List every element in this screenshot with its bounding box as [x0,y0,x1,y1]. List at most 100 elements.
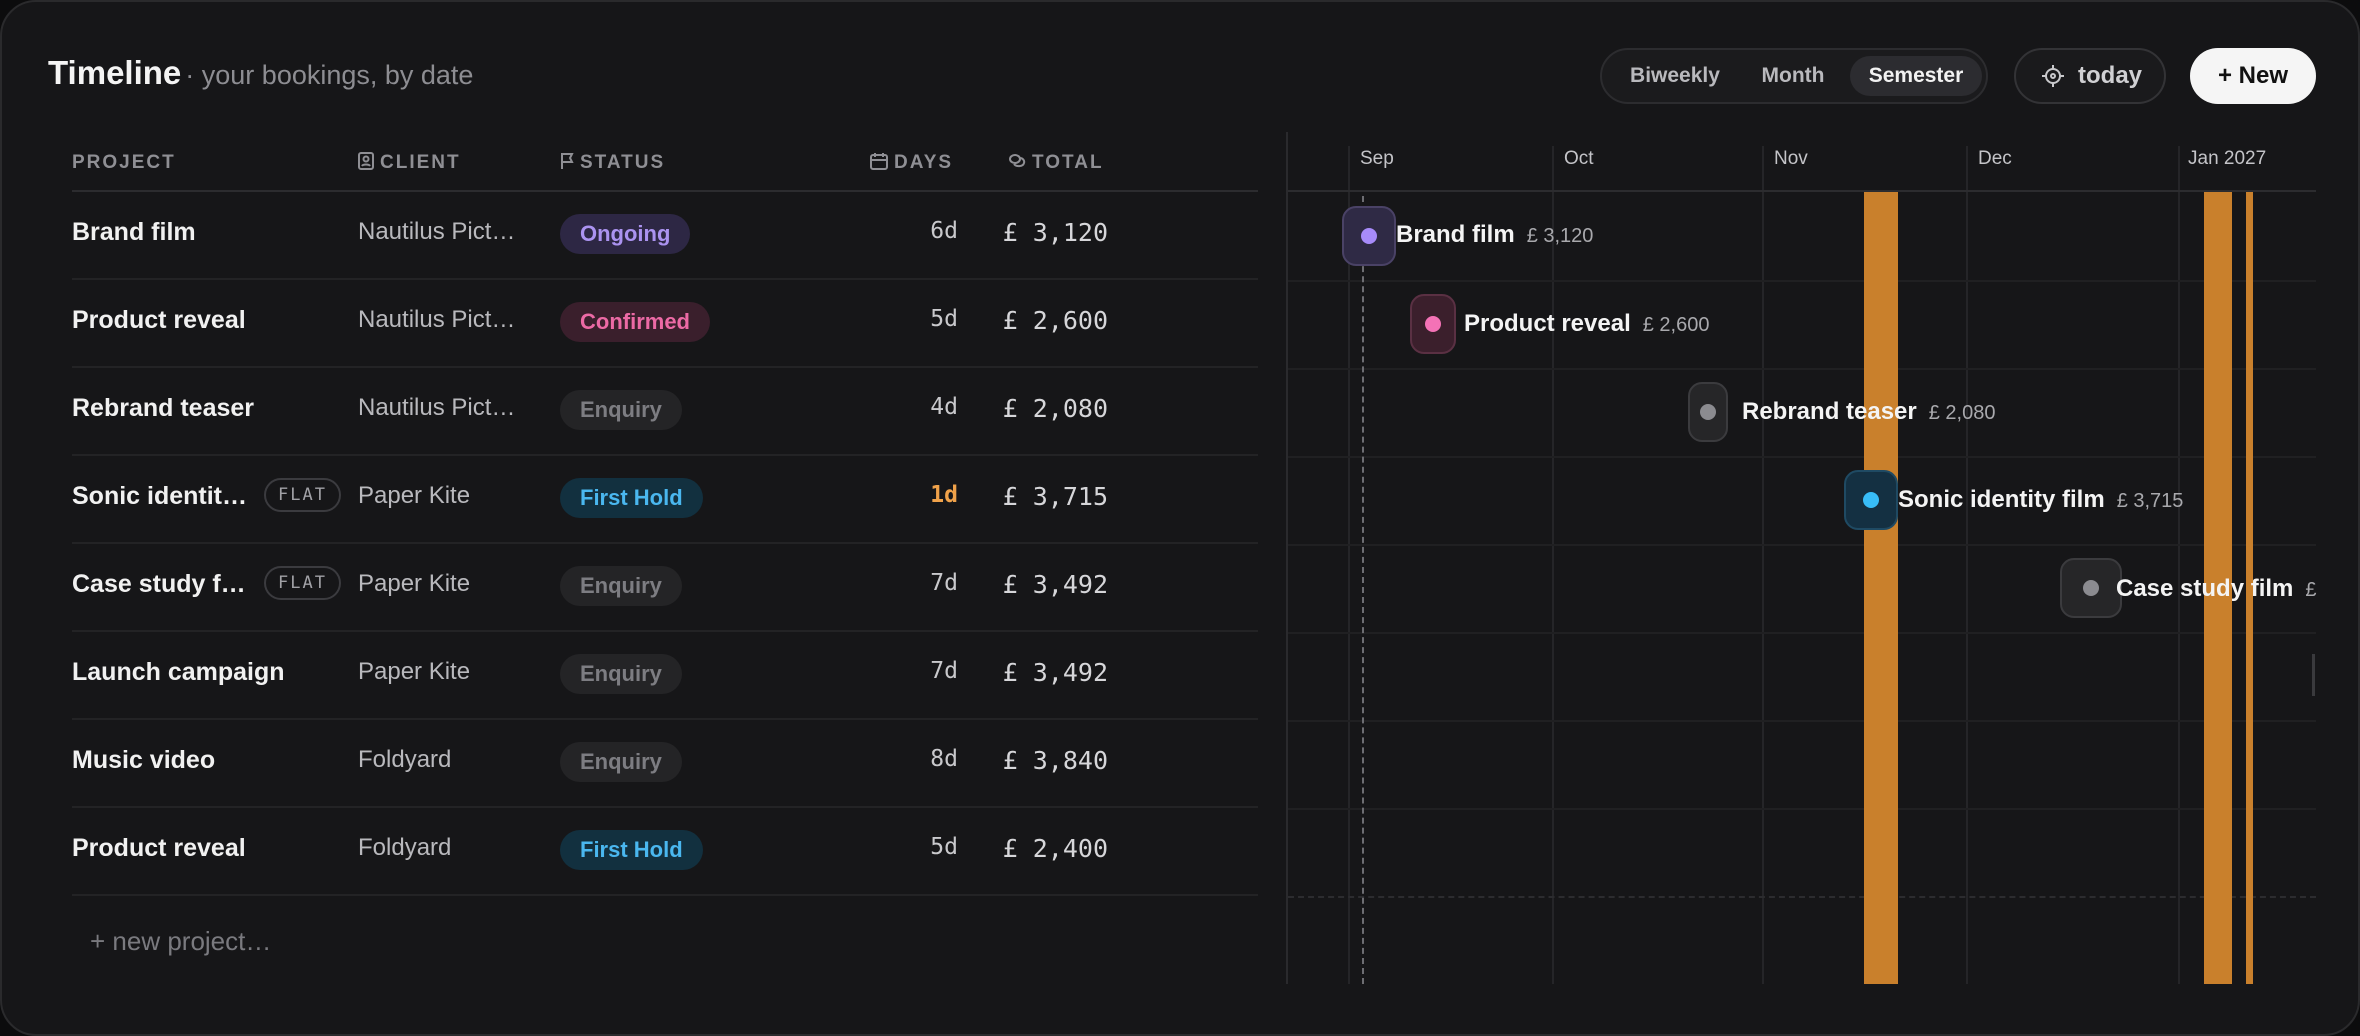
status-badge[interactable]: Ongoing [560,214,691,254]
crosshair-icon [2042,65,2064,87]
client-name: Foldyard [358,746,452,773]
project-name: Rebrand teaser [72,394,255,422]
days-value: 7d [930,658,958,684]
days-value: 8d [930,746,958,772]
timeline-row-line [1288,720,2316,722]
bar-label: Rebrand teaser £ 2,080 [1742,398,1996,425]
days-value: 1d [930,482,958,508]
status-dot [1700,404,1716,420]
timeline-row-line [1288,368,2316,370]
month-label: Dec [1978,148,2012,169]
timeline-bar[interactable] [1688,382,1728,442]
calendar-icon [870,153,888,170]
client-name: Nautilus Pict… [358,218,516,245]
month-gridline [1966,146,1968,984]
project-name: Product reveal [72,306,246,334]
bar-label: Product reveal £ 2,600 [1464,310,1710,337]
column-project[interactable]: PROJECT [72,152,176,173]
client-name: Paper Kite [358,658,471,685]
days-value: 6d [930,218,958,244]
timeline-bar[interactable] [1844,470,1898,530]
total-value: £ 3,715 [1002,482,1108,511]
total-value: £ 2,600 [1002,306,1108,335]
project-name: Product reveal [72,834,246,862]
column-days[interactable]: DAYS [870,152,953,174]
timeline-row-line [1288,808,2316,810]
total-value: £ 2,080 [1002,394,1108,423]
table-row[interactable]: Sonic identit… FLAT Paper Kite First Hol… [72,456,1258,544]
project-name: Case study f… [72,570,246,598]
days-value: 5d [930,834,958,860]
new-booking-button[interactable]: + New [2190,48,2316,104]
total-value: £ 2,400 [1002,834,1108,863]
timeline-bar[interactable] [1342,206,1396,266]
month-label: Oct [1564,148,1594,169]
new-project-link[interactable]: + new project… [90,926,272,956]
flat-badge: FLAT [264,478,341,512]
timeline-bar[interactable] [2060,558,2122,618]
timeline-row-line [1288,632,2316,634]
highlight-band [2204,192,2232,984]
view-switcher: Biweekly Month Semester [1600,48,1988,104]
table-header: PROJECT CLIENT STATUS DAYS TOTAL [72,148,1258,192]
days-value: 4d [930,394,958,420]
client-name: Paper Kite [358,570,471,597]
highlight-band [1864,192,1898,984]
status-badge[interactable]: Enquiry [560,654,682,694]
status-badge[interactable]: Confirmed [560,302,710,342]
project-name: Brand film [72,218,196,246]
timeline-end-line [1288,896,2316,898]
days-value: 5d [930,306,958,332]
table-row[interactable]: Product reveal Foldyard First Hold 5d £ … [72,808,1258,896]
month-gridline [1762,146,1764,984]
status-badge[interactable]: Enquiry [560,742,682,782]
today-button[interactable]: today [2014,48,2166,104]
page-title: Timeline · your bookings, by date [48,54,474,91]
view-semester-button[interactable]: Semester [1850,56,1982,96]
bar-label: Sonic identity film £ 3,715 [1898,486,2184,513]
column-total[interactable]: TOTAL [1008,152,1104,174]
contact-icon [358,152,374,170]
month-gridline [1348,146,1350,984]
table-row[interactable]: Brand film Nautilus Pict… Ongoing 6d £ 3… [72,192,1258,280]
status-badge[interactable]: First Hold [560,478,703,518]
timeline-row-line [1288,456,2316,458]
timeline-bar[interactable] [1410,294,1456,354]
status-badge[interactable]: Enquiry [560,566,682,606]
client-name: Foldyard [358,834,452,861]
status-dot [2083,580,2099,596]
client-name: Nautilus Pict… [358,306,516,333]
table-row[interactable]: Product reveal Nautilus Pict… Confirmed … [72,280,1258,368]
client-name: Paper Kite [358,482,471,509]
table-row[interactable]: Music video Foldyard Enquiry 8d £ 3,840 [72,720,1258,808]
project-name: Launch campaign [72,658,285,686]
month-gridline [2178,146,2180,984]
status-dot [1361,228,1377,244]
today-label: today [2078,62,2143,89]
flat-badge: FLAT [264,566,341,600]
project-name: Sonic identit… [72,482,247,510]
timeline-row-line [1288,544,2316,546]
table-row[interactable]: Launch campaign Paper Kite Enquiry 7d £ … [72,632,1258,720]
table-row[interactable]: Case study f… FLAT Paper Kite Enquiry 7d… [72,544,1258,632]
view-biweekly-button[interactable]: Biweekly [1630,64,1720,87]
total-value: £ 3,840 [1002,746,1108,775]
bar-label: Case study film £ [2116,575,2317,602]
status-dot [1425,316,1441,332]
flag-icon [561,153,574,169]
table-row[interactable]: Rebrand teaser Nautilus Pict… Enquiry 4d… [72,368,1258,456]
status-badge[interactable]: First Hold [560,830,703,870]
total-value: £ 3,492 [1002,658,1108,687]
project-name: Music video [72,746,216,774]
status-badge[interactable]: Enquiry [560,390,682,430]
column-client[interactable]: CLIENT [358,152,461,174]
timeline-header-line [1288,190,2316,192]
timeline-row-line [1288,280,2316,282]
timeline-divider [1286,132,1288,984]
view-month-button[interactable]: Month [1761,64,1825,87]
bar-label: Brand film £ 3,120 [1396,221,1594,248]
month-gridline [1552,146,1554,984]
column-status[interactable]: STATUS [560,152,665,174]
today-marker [1362,196,1364,984]
page-subtitle: · your bookings, by date [185,60,474,90]
